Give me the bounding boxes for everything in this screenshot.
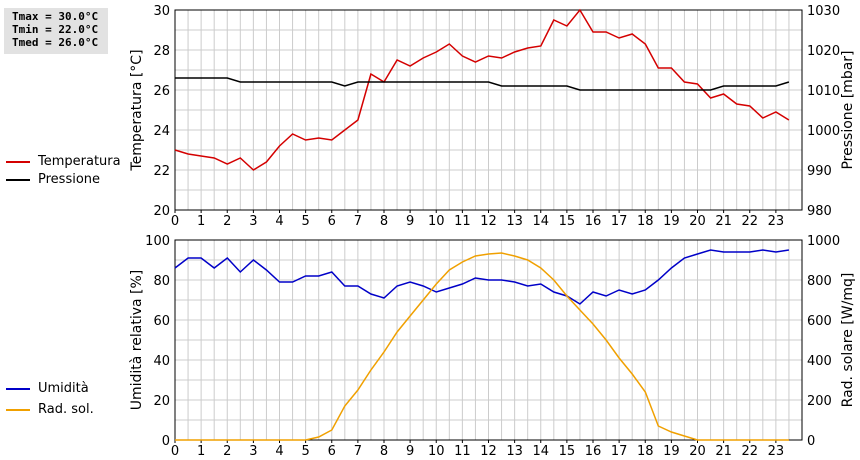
humidity-radiation-xtick-label: 3 (249, 444, 257, 459)
temp-pressure-xtick-label: 12 (480, 214, 497, 229)
humidity-radiation-xtick-label: 16 (585, 444, 602, 459)
humidity-radiation-y2tick-label: 400 (807, 354, 832, 369)
humidity-radiation-xtick-label: 1 (197, 444, 205, 459)
temp-pressure-xtick-label: 16 (585, 214, 602, 229)
humidity-radiation-y2tick-label: 200 (807, 394, 832, 409)
temp-pressure-xtick-label: 9 (406, 214, 414, 229)
humidity-radiation-ytick-label: 20 (153, 394, 170, 409)
temp-pressure-y2tick-label: 1010 (807, 84, 840, 99)
temp-pressure-xtick-label: 10 (428, 214, 445, 229)
temp-pressure-ytick-label: 30 (153, 4, 170, 19)
legend-label-radiation: Rad. sol. (38, 402, 94, 417)
series-line-temperatura (174, 8, 790, 171)
temp-pressure-xtick-label: 6 (328, 214, 336, 229)
humidity-radiation-xtick-label: 21 (715, 444, 732, 459)
temp-pressure-y2label: Pressione [mbar] (840, 50, 856, 169)
legend-swatch-pressure (6, 179, 30, 181)
temp-pressure-xtick-label: 17 (611, 214, 628, 229)
series-line-umidit (174, 249, 790, 305)
temp-pressure-y2tick-label: 1020 (807, 44, 840, 59)
temp-pressure-xtick-label: 4 (275, 214, 283, 229)
humidity-radiation-y2label: Rad. solare [W/mq] (840, 273, 856, 408)
temp-pressure-ytick-label: 28 (153, 44, 170, 59)
temp-pressure-ytick-label: 22 (153, 164, 170, 179)
temp-pressure-xtick-label: 0 (171, 214, 179, 229)
temp-pressure-xtick-label: 5 (301, 214, 309, 229)
temp-pressure-xtick-label: 23 (768, 214, 785, 229)
temp-pressure-ytick-label: 26 (153, 84, 170, 99)
humidity-radiation-xtick-label: 10 (428, 444, 445, 459)
humidity-radiation-xtick-label: 12 (480, 444, 497, 459)
series-line-pressione (175, 77, 790, 91)
humidity-radiation-xtick-label: 9 (406, 444, 414, 459)
legend-label-pressure: Pressione (38, 172, 101, 187)
humidity-radiation-xtick-label: 6 (328, 444, 336, 459)
temp-pressure-xtick-label: 22 (741, 214, 758, 229)
temp-pressure-xtick-label: 11 (454, 214, 471, 229)
temp-pressure-xtick-label: 3 (249, 214, 257, 229)
humidity-radiation-ytick-label: 0 (162, 434, 170, 449)
temp-pressure-y2tick-label: 980 (807, 204, 832, 219)
legend-swatch-temperature (6, 161, 30, 163)
tmin-text: Tmin = 22.0°C (12, 23, 99, 36)
temp-pressure-xtick-label: 14 (532, 214, 549, 229)
temp-pressure-xtick-label: 8 (380, 214, 388, 229)
humidity-radiation-xtick-label: 23 (768, 444, 785, 459)
humidity-radiation-ytick-label: 100 (145, 234, 170, 249)
humidity-radiation-xtick-label: 20 (689, 444, 706, 459)
tmed-text: Tmed = 26.0°C (12, 36, 99, 49)
temp-pressure-ytick-label: 24 (153, 124, 170, 139)
temp-pressure-ytick-label: 20 (153, 204, 170, 219)
humidity-radiation-xtick-label: 15 (559, 444, 576, 459)
temp-pressure-xtick-label: 15 (559, 214, 576, 229)
humidity-radiation-xtick-label: 4 (275, 444, 283, 459)
humidity-radiation-y2tick-label: 0 (807, 434, 815, 449)
temp-pressure-xtick-label: 2 (223, 214, 231, 229)
humidity-radiation-xtick-label: 14 (532, 444, 549, 459)
humidity-radiation-xtick-label: 18 (637, 444, 654, 459)
humidity-radiation-ytick-label: 60 (153, 314, 170, 329)
temp-pressure-y2tick-label: 1000 (807, 124, 840, 139)
humidity-radiation-ytick-label: 80 (153, 274, 170, 289)
humidity-radiation-xtick-label: 0 (171, 444, 179, 459)
temp-pressure-y2tick-label: 990 (807, 164, 832, 179)
temp-pressure-xtick-label: 13 (506, 214, 523, 229)
humidity-radiation-xtick-label: 17 (611, 444, 628, 459)
humidity-radiation-y2tick-label: 800 (807, 274, 832, 289)
temp-pressure-xtick-label: 20 (689, 214, 706, 229)
humidity-radiation-ytick-label: 40 (153, 354, 170, 369)
humidity-radiation-xtick-label: 5 (301, 444, 309, 459)
legend-swatch-radiation (6, 409, 30, 411)
legend-swatch-humidity (6, 388, 30, 390)
legend-label-temperature: Temperatura (38, 154, 121, 169)
humidity-radiation-xtick-label: 19 (663, 444, 680, 459)
temp-pressure-xtick-label: 19 (663, 214, 680, 229)
temp-pressure-xtick-label: 1 (197, 214, 205, 229)
temp-pressure-xtick-label: 21 (715, 214, 732, 229)
humidity-radiation-xtick-label: 8 (380, 444, 388, 459)
humidity-radiation-xtick-label: 7 (354, 444, 362, 459)
humidity-radiation-xtick-label: 11 (454, 444, 471, 459)
legend-label-humidity: Umidità (38, 381, 89, 396)
humidity-radiation-ylabel: Umidità relativa [%] (129, 270, 145, 411)
stats-box: Tmax = 30.0°C Tmin = 22.0°C Tmed = 26.0°… (4, 8, 108, 54)
temp-pressure-xtick-label: 7 (354, 214, 362, 229)
humidity-radiation-y2tick-label: 1000 (807, 234, 840, 249)
humidity-radiation-xtick-label: 22 (741, 444, 758, 459)
humidity-radiation-xtick-label: 2 (223, 444, 231, 459)
temp-pressure-y2tick-label: 1030 (807, 4, 840, 19)
tmax-text: Tmax = 30.0°C (12, 10, 99, 23)
temp-pressure-xtick-label: 18 (637, 214, 654, 229)
humidity-radiation-y2tick-label: 600 (807, 314, 832, 329)
series-line-rad-sol (175, 252, 789, 441)
temp-pressure-ylabel: Temperatura [°C] (129, 49, 145, 171)
humidity-radiation-xtick-label: 13 (506, 444, 523, 459)
